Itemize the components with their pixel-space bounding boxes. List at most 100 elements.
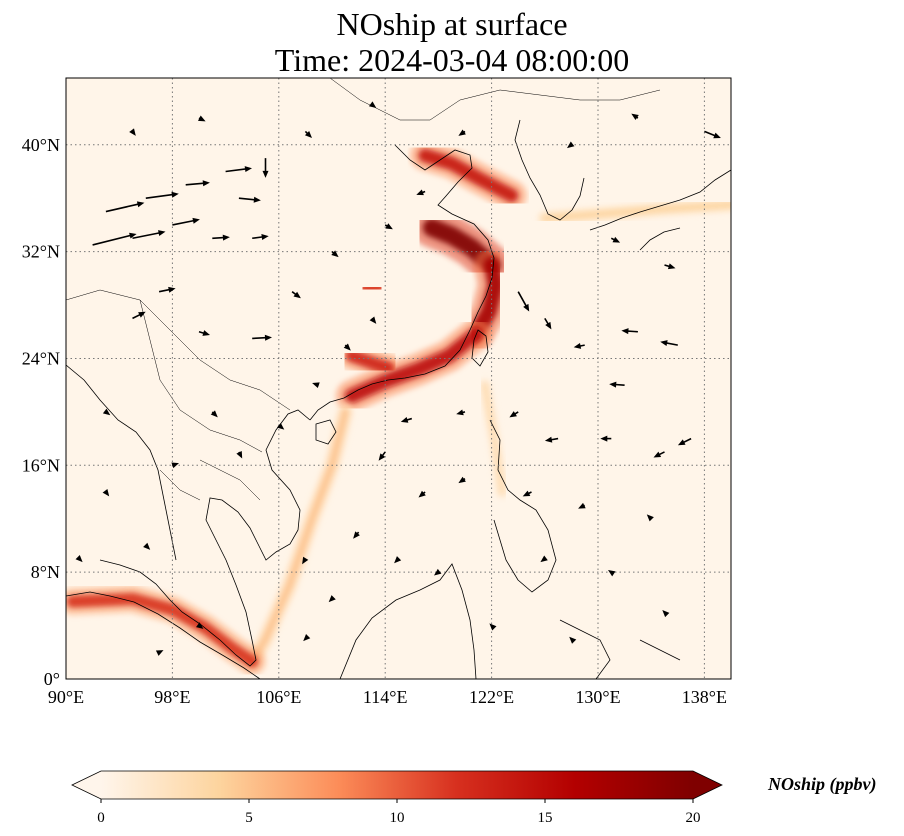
wind-arrow bbox=[331, 250, 339, 258]
coastline-myanmar bbox=[66, 364, 177, 561]
wind-arrow bbox=[368, 101, 377, 109]
wind-arrow bbox=[610, 236, 621, 243]
latitude-ticks: 0° 8°N 16°N 24°N 32°N 40°N bbox=[22, 135, 60, 689]
wind-arrow bbox=[143, 542, 151, 550]
coastline-sulawesi bbox=[559, 619, 681, 679]
wind-arrow bbox=[378, 451, 386, 461]
wind-arrow bbox=[458, 129, 466, 136]
lat-tick-label: 40°N bbox=[22, 135, 60, 155]
colorbar-tick-label: 0 bbox=[97, 810, 105, 826]
emission-lane-inland-yangtze bbox=[359, 281, 385, 296]
wind-arrow bbox=[384, 223, 393, 230]
wind-arrow bbox=[456, 409, 466, 416]
coastline-taiwan bbox=[471, 329, 489, 367]
coastline-borneo bbox=[339, 563, 477, 679]
wind-arrow bbox=[225, 166, 252, 173]
coastline-sumatra bbox=[66, 591, 261, 679]
wind-arrow bbox=[129, 128, 136, 136]
colorbar-extend-min bbox=[72, 771, 101, 799]
wind-arrow bbox=[418, 490, 426, 498]
wind-arrow bbox=[509, 411, 519, 418]
coastline-china-east bbox=[309, 144, 495, 421]
lon-tick-label: 130°E bbox=[575, 687, 620, 707]
lat-tick-label: 0° bbox=[44, 669, 60, 689]
wind-arrow bbox=[578, 502, 586, 509]
wind-arrow bbox=[75, 555, 83, 563]
wind-vectors bbox=[75, 101, 721, 656]
emission-lane-tsushima bbox=[541, 201, 731, 222]
wind-arrow bbox=[158, 286, 176, 293]
wind-arrow bbox=[102, 489, 110, 497]
lat-tick-label: 32°N bbox=[22, 242, 60, 262]
lon-tick-label: 90°E bbox=[48, 687, 84, 707]
lat-tick-label: 24°N bbox=[22, 348, 60, 368]
emission-lane-south-china-coast bbox=[344, 327, 483, 404]
wind-arrow bbox=[302, 556, 309, 565]
wind-arrow bbox=[353, 531, 360, 539]
wind-arrow bbox=[145, 191, 179, 199]
coastlines bbox=[66, 78, 731, 679]
wind-arrow bbox=[517, 291, 530, 312]
coastline-hainan bbox=[315, 419, 337, 445]
wind-arrow bbox=[621, 328, 638, 335]
borders-interior bbox=[66, 78, 661, 501]
lon-tick-label: 138°E bbox=[682, 687, 727, 707]
wind-arrow bbox=[600, 435, 612, 442]
title-line-2: Time: 2024-03-04 08:00:00 bbox=[274, 42, 630, 78]
wind-arrow bbox=[171, 462, 179, 469]
wind-arrow bbox=[609, 381, 625, 388]
emission-lane-sea-lane-sw bbox=[248, 408, 350, 666]
wind-arrow bbox=[185, 180, 210, 187]
emission-lane-taiwan-strait-east bbox=[481, 382, 506, 496]
wind-arrow bbox=[631, 113, 639, 121]
colorbar-tick-label: 5 bbox=[245, 810, 253, 826]
wind-arrow bbox=[198, 330, 210, 336]
wind-arrow bbox=[252, 234, 269, 240]
colorbar-tick-label: 10 bbox=[390, 810, 405, 826]
colorbar-tick-label: 15 bbox=[538, 810, 553, 826]
wind-arrow bbox=[646, 514, 654, 522]
colorbar: 0 5 10 15 20 NOship (ppbv) bbox=[71, 770, 877, 826]
map-title: NOship at surface Time: 2024-03-04 08:00… bbox=[0, 6, 904, 78]
wind-arrow bbox=[544, 317, 552, 330]
wind-arrow bbox=[132, 311, 146, 320]
wind-arrow bbox=[434, 568, 442, 576]
wind-arrow bbox=[522, 490, 532, 497]
wind-arrow bbox=[238, 196, 261, 203]
lon-tick-label: 114°E bbox=[363, 687, 408, 707]
coastline-philippines bbox=[489, 419, 557, 593]
wind-arrow bbox=[704, 130, 721, 139]
wind-arrow bbox=[312, 382, 320, 389]
colorbar-label: NOship (ppbv) bbox=[767, 774, 877, 795]
lon-tick-label: 98°E bbox=[154, 687, 190, 707]
wind-arrow bbox=[416, 189, 426, 196]
wind-arrow bbox=[276, 422, 285, 430]
title-line-1: NOship at surface bbox=[336, 6, 568, 42]
wind-arrow bbox=[544, 436, 559, 443]
coastline-korea bbox=[514, 119, 585, 221]
wind-arrow bbox=[303, 634, 311, 642]
wind-arrow bbox=[236, 450, 243, 459]
colorbar-ticks: 0 5 10 15 20 bbox=[97, 799, 701, 826]
wind-arrow bbox=[92, 232, 137, 246]
gridlines bbox=[66, 78, 731, 679]
wind-arrow bbox=[573, 342, 585, 349]
wind-arrow bbox=[569, 636, 577, 644]
wind-arrow bbox=[212, 234, 230, 241]
wind-arrow bbox=[155, 650, 164, 656]
wind-arrow bbox=[660, 340, 678, 347]
lat-tick-label: 8°N bbox=[31, 562, 60, 582]
wind-arrow bbox=[458, 476, 466, 484]
wind-arrow bbox=[540, 555, 548, 563]
wind-arrow bbox=[400, 416, 413, 423]
colorbar-extend-max bbox=[693, 771, 722, 799]
wind-arrow bbox=[262, 158, 269, 178]
wind-arrow bbox=[489, 623, 497, 631]
wind-arrow bbox=[664, 263, 676, 270]
wind-arrow bbox=[677, 437, 692, 446]
wind-arrow bbox=[291, 291, 301, 299]
lon-tick-label: 122°E bbox=[469, 687, 514, 707]
coastline-japan bbox=[589, 169, 731, 251]
lon-tick-label: 106°E bbox=[256, 687, 301, 707]
